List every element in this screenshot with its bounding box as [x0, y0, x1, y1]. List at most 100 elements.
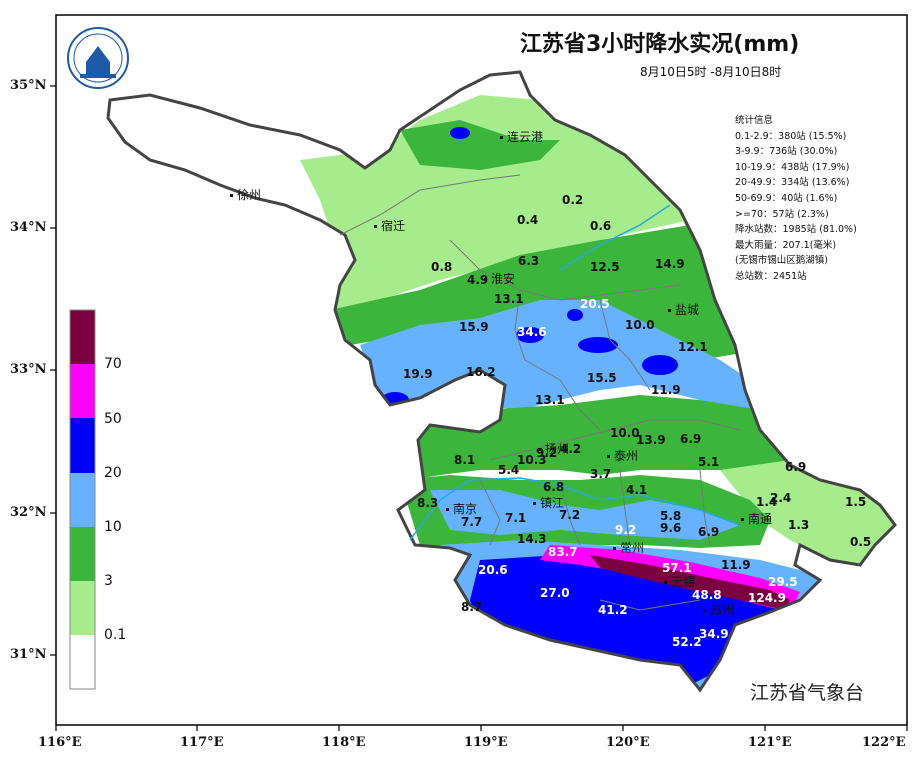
city-label: 镇江 [533, 494, 564, 511]
rain-value: 5.4 [498, 463, 520, 477]
rain-value: 4.2 [560, 442, 582, 456]
city-label: 徐州 [230, 186, 261, 203]
stats-line: 50-69.9：40站 (1.6%) [735, 192, 838, 204]
city-label: 苏州 [703, 601, 734, 618]
rain-value: 8.1 [454, 453, 476, 467]
rain-value: 6.9 [680, 432, 702, 446]
rivers [409, 204, 741, 541]
legend-label: 20 [104, 465, 122, 481]
agency-name: 江苏省气象台 [750, 682, 865, 704]
lat-label: 34°N [10, 220, 47, 235]
city-label: 南京 [446, 500, 477, 517]
rain-value: 7.1 [505, 511, 527, 525]
stats-line: 最大雨量：207.1(毫米) [735, 239, 837, 251]
rain-value: 14.9 [655, 257, 685, 271]
lat-label: 32°N [10, 505, 47, 520]
rain-value: 34.9 [699, 627, 729, 641]
rain-value: 41.2 [598, 603, 628, 617]
legend-label: 50 [104, 411, 122, 427]
rain-value: 7.2 [559, 508, 581, 522]
legend-label: 10 [104, 519, 122, 535]
rain-value: 1.4 [756, 495, 778, 509]
city-label: 无锡 [664, 573, 695, 590]
city-label: 常州 [613, 539, 644, 556]
legend-label: 3 [104, 573, 113, 589]
rain-value: 14.3 [517, 532, 547, 546]
rain-value: 0.6 [590, 219, 612, 233]
province-boundary [106, 70, 897, 693]
rain-value: 1.5 [845, 495, 867, 509]
logo-emblem [67, 27, 129, 89]
axis-ticks [50, 85, 908, 731]
rain-value: 6.9 [785, 460, 807, 474]
legend-label: 0.1 [104, 627, 127, 643]
stats-line: 0.1-2.9：380站 (15.5%) [735, 130, 847, 142]
rain-value: 27.0 [540, 586, 570, 600]
stats-line: 20-49.9：334站 (13.6%) [735, 177, 850, 189]
rain-value: 4.9 [467, 273, 489, 287]
rain-value: 124.9 [748, 591, 786, 605]
rain-value: 52.2 [672, 635, 702, 649]
stats-line: 降水站数：1985站 (81.0%) [735, 224, 857, 236]
rain-value: 20.6 [478, 563, 508, 577]
legend-label: 70 [104, 356, 122, 372]
stats-line: 总站数：2451站 [735, 270, 807, 282]
rain-value: 20.5 [580, 297, 610, 311]
rain-value: 19.9 [403, 367, 433, 381]
rain-value: 8.7 [461, 600, 483, 614]
rain-value: 11.9 [651, 383, 681, 397]
rain-value: 2.4 [770, 491, 792, 505]
city-label: 淮安 [484, 270, 515, 287]
rain-value: 34.6 [517, 325, 547, 339]
lat-label: 35°N [10, 78, 47, 93]
rain-value: 29.5 [768, 575, 798, 589]
lon-label: 119°E [464, 735, 508, 750]
stats-panel: 统计信息 0.1-2.9：380站 (15.5%) 3-9.9：736站 (30… [735, 113, 857, 285]
rain-value: 5.1 [698, 455, 720, 469]
rain-value: 9.2 [536, 446, 558, 460]
lon-label: 116°E [38, 735, 82, 750]
city-label: 泰州 [607, 447, 638, 464]
rain-value: 0.5 [850, 535, 872, 549]
rain-value: 6.8 [543, 480, 565, 494]
city-label: 盐城 [668, 301, 699, 318]
rain-value: 4.1 [626, 483, 648, 497]
rain-value: 6.3 [518, 254, 540, 268]
rain-value: 7.7 [461, 515, 483, 529]
rain-value: 12.5 [590, 260, 620, 274]
lon-label: 120°E [606, 735, 650, 750]
lon-label: 122°E [862, 735, 906, 750]
lat-label: 31°N [10, 647, 47, 662]
rain-value: 0.4 [517, 213, 539, 227]
stats-line: 3-9.9：736站 (30.0%) [735, 146, 838, 158]
stats-line: (无锡市锡山区鹅湖镇) [735, 255, 828, 267]
legend-colorbar [69, 309, 96, 690]
rain-value: 13.1 [535, 393, 565, 407]
rain-value: 48.8 [692, 588, 722, 602]
city-label: 连云港 [500, 128, 543, 145]
rain-value: 1.3 [788, 518, 810, 532]
rain-value: 57.1 [662, 561, 692, 575]
rain-value: 12.1 [678, 340, 708, 354]
rain-value: 5.8 [660, 509, 682, 523]
rain-value: 16.2 [466, 365, 496, 379]
rain-value: 10.0 [625, 318, 655, 332]
stats-line: >=70：57站 (2.3%) [735, 208, 829, 220]
rain-value: 0.2 [562, 193, 584, 207]
rain-value: 15.5 [587, 371, 617, 385]
city-label: 南通 [741, 510, 772, 527]
lon-label: 117°E [180, 735, 224, 750]
rain-value: 9.6 [660, 521, 682, 535]
map-subtitle: 8月10日5时 -8月10日8时 [640, 65, 782, 79]
rain-value: 11.9 [721, 558, 751, 572]
rain-value: 13.1 [494, 292, 524, 306]
map-title: 江苏省3小时降水实况(mm) [520, 32, 800, 57]
lat-label: 33°N [10, 362, 47, 377]
rain-value: 83.7 [548, 545, 578, 559]
rain-value: 8.3 [417, 496, 439, 510]
lon-label: 121°E [748, 735, 792, 750]
rain-value: 13.9 [636, 433, 666, 447]
city-label: 宿迁 [374, 217, 405, 234]
stats-line: 10-19.9：438站 (17.9%) [735, 161, 850, 173]
stats-header: 统计信息 [735, 115, 774, 126]
